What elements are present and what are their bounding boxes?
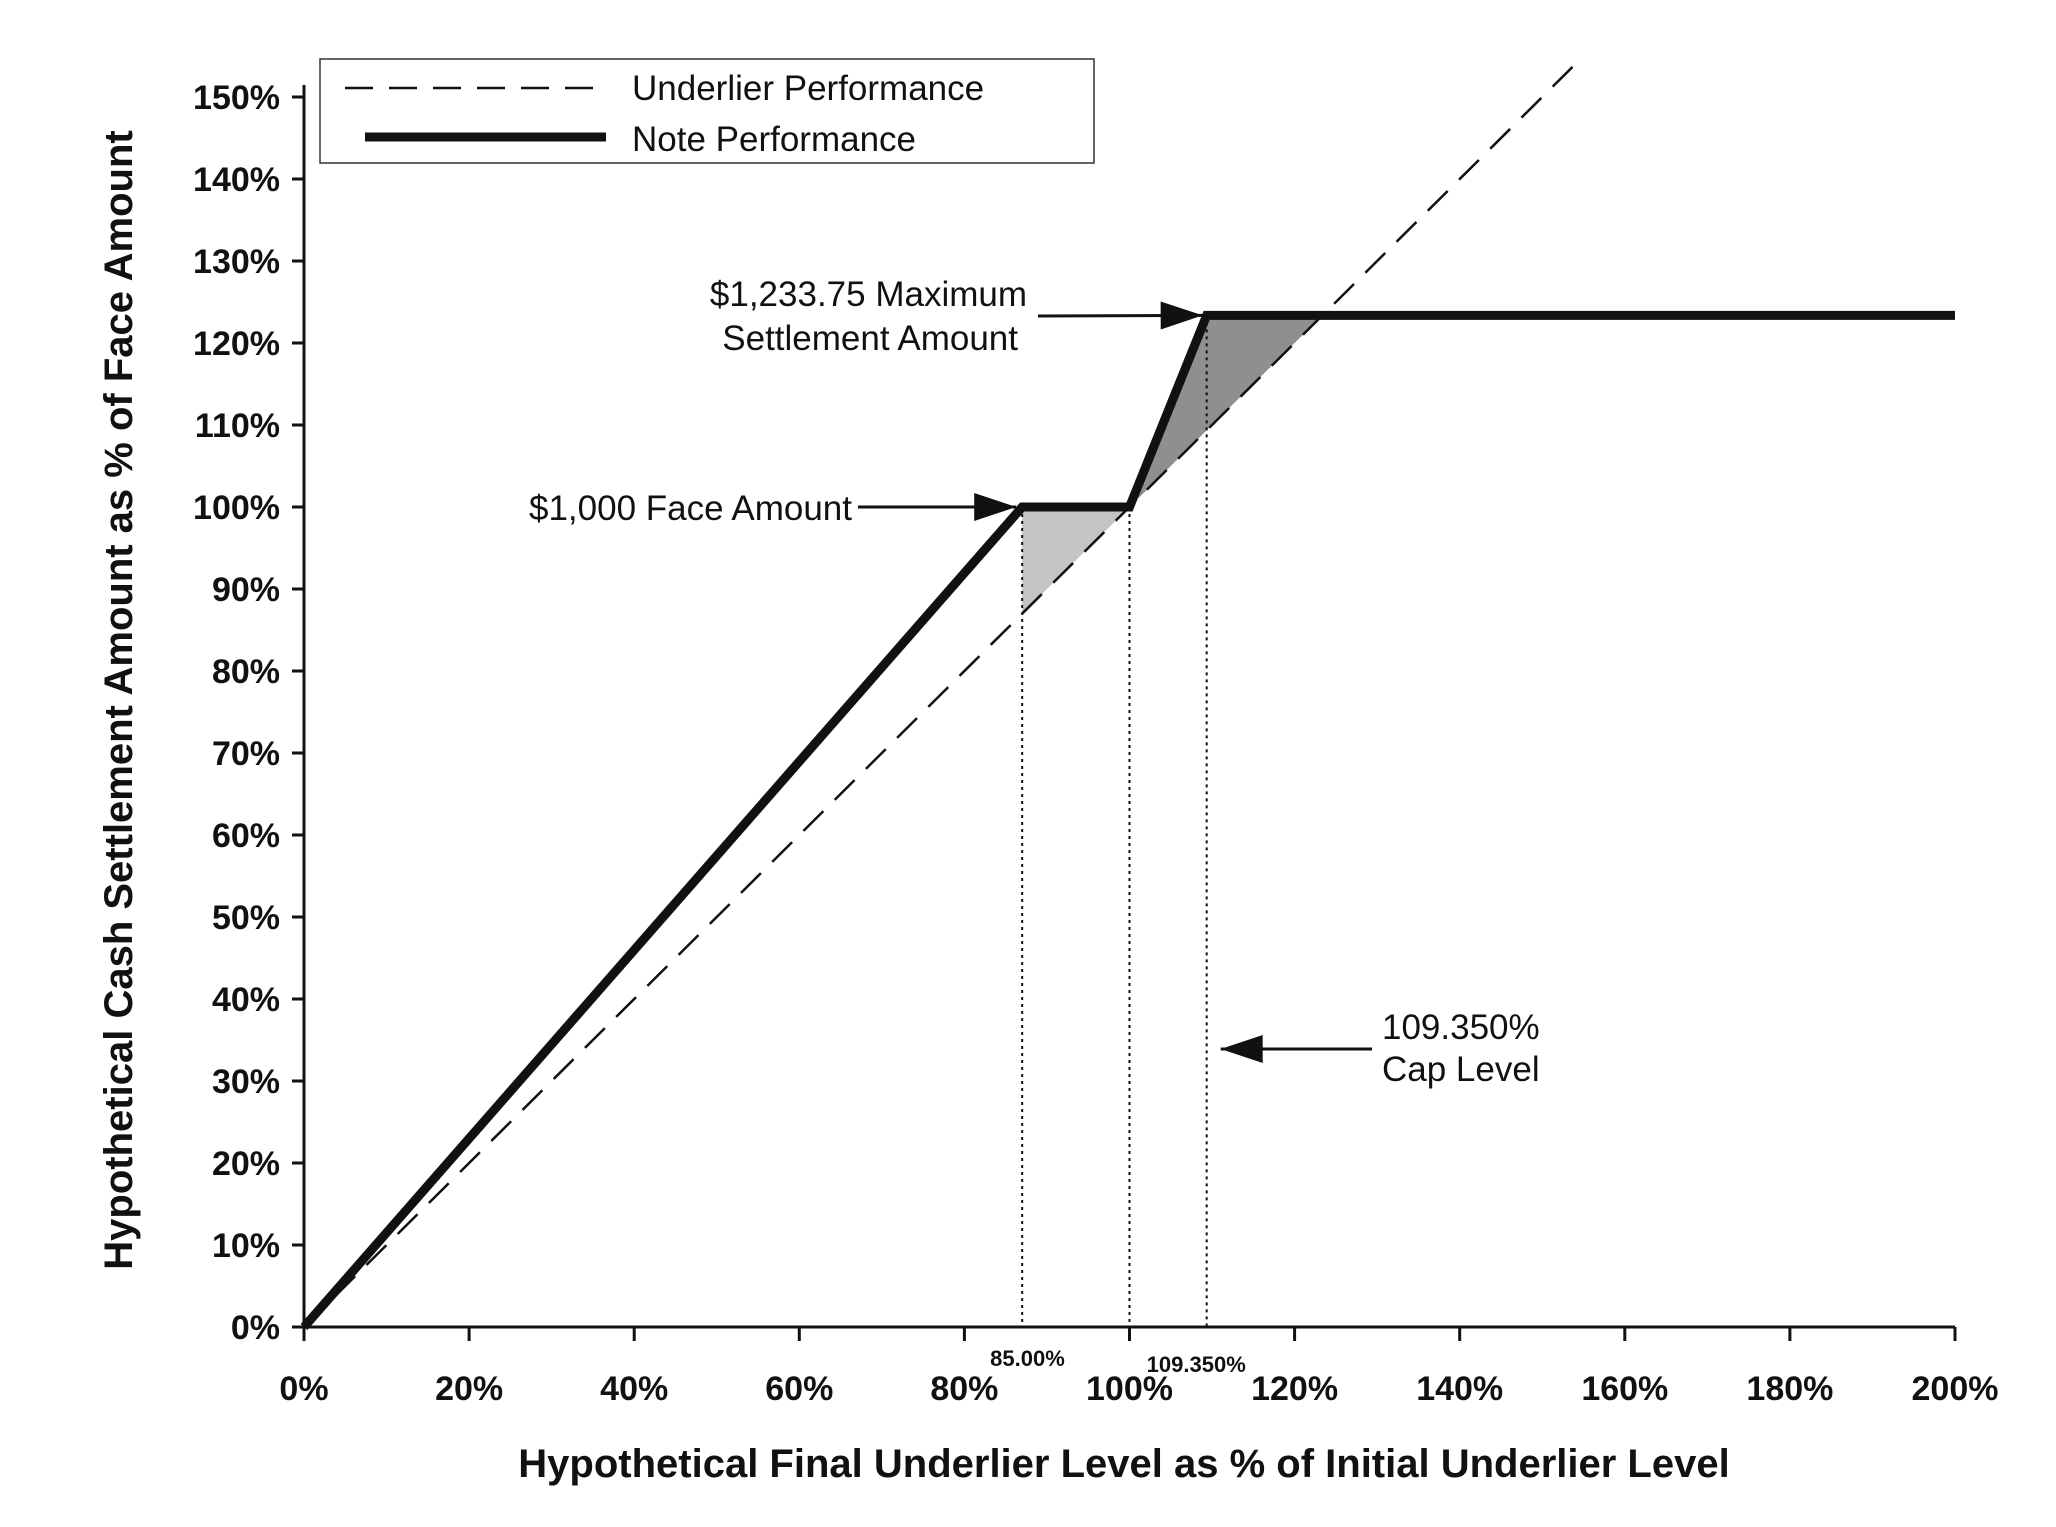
x-tick-label: 200%: [1912, 1370, 1999, 1408]
y-tick-label: 50%: [212, 899, 280, 937]
series-lines: [300, 55, 1955, 1330]
x-tick-label: 20%: [435, 1370, 503, 1408]
note-performance-line: [300, 310, 1955, 1330]
cap-level-small-label: 109.350%: [1147, 1352, 1246, 1377]
cap-level-arrow-head: [1220, 1035, 1263, 1063]
y-tick-label: 60%: [212, 817, 280, 855]
y-tick-label: 120%: [193, 325, 280, 363]
y-tick-label: 70%: [212, 735, 280, 773]
axis-titles: Hypothetical Final Underlier Level as % …: [97, 130, 1730, 1486]
y-tick-label: 10%: [212, 1227, 280, 1265]
legend-underlier-label: Underlier Performance: [632, 69, 984, 108]
y-tick-label: 30%: [212, 1063, 280, 1101]
y-tick-label: 150%: [193, 79, 280, 117]
annotations: 85.00% 109.350% $1,233.75 Maximum Settlemen…: [529, 275, 1540, 1377]
y-tick-label: 40%: [212, 981, 280, 1019]
legend-note-label: Note Performance: [632, 120, 916, 159]
x-tick-label: 40%: [600, 1370, 668, 1408]
max-settlement-label-line2: Settlement Amount: [722, 319, 1018, 358]
max-settlement-label-line1: $1,233.75 Maximum: [710, 275, 1027, 314]
max-settlement-arrow: [1037, 301, 1203, 330]
face-amount-arrow-head: [974, 493, 1017, 521]
x-tick-label: 120%: [1251, 1370, 1338, 1408]
x-tick-label: 180%: [1746, 1370, 1833, 1408]
cap-level-arrow: [1220, 1035, 1372, 1063]
cap-level-label-line2: Cap Level: [1382, 1050, 1540, 1089]
y-axis-title: Hypothetical Cash Settlement Amount as %…: [97, 130, 141, 1269]
shaded-region-light: [1022, 507, 1130, 614]
y-tick-label: 0%: [231, 1309, 280, 1347]
x-tick-label: 80%: [930, 1370, 998, 1408]
y-tick-label: 140%: [193, 161, 280, 199]
face-amount-label: $1,000 Face Amount: [529, 489, 852, 528]
x-tick-label: 160%: [1581, 1370, 1668, 1408]
x-tick-label: 0%: [279, 1370, 328, 1408]
y-tick-label: 90%: [212, 571, 280, 609]
legend-box: [319, 58, 1095, 164]
max-settlement-arrow-head: [1160, 301, 1203, 330]
x-tick-label: 140%: [1416, 1370, 1503, 1408]
floor-level-label: 85.00%: [990, 1346, 1065, 1371]
axes: 0% 10% 20% 30% 40% 50% 60% 70% 80% 90% 100% 110% 120…: [193, 79, 1998, 1408]
y-tick-label: 80%: [212, 653, 280, 691]
x-axis-title: Hypothetical Final Underlier Level as % …: [518, 1442, 1729, 1486]
y-tick-label: 130%: [193, 243, 280, 281]
reference-lines: [1021, 315, 1208, 1327]
x-tick-label: 60%: [765, 1370, 833, 1408]
y-tick-label: 20%: [212, 1145, 280, 1183]
y-tick-label: 110%: [195, 407, 280, 445]
y-tick-label: 100%: [193, 489, 280, 527]
x-tick-label: 100%: [1086, 1370, 1173, 1408]
legend: Underlier Performance Note Performance: [319, 58, 1095, 164]
face-amount-arrow: [858, 493, 1017, 521]
cap-level-label-line1: 109.350%: [1382, 1008, 1540, 1047]
underlier-performance-line: [303, 55, 1585, 1328]
